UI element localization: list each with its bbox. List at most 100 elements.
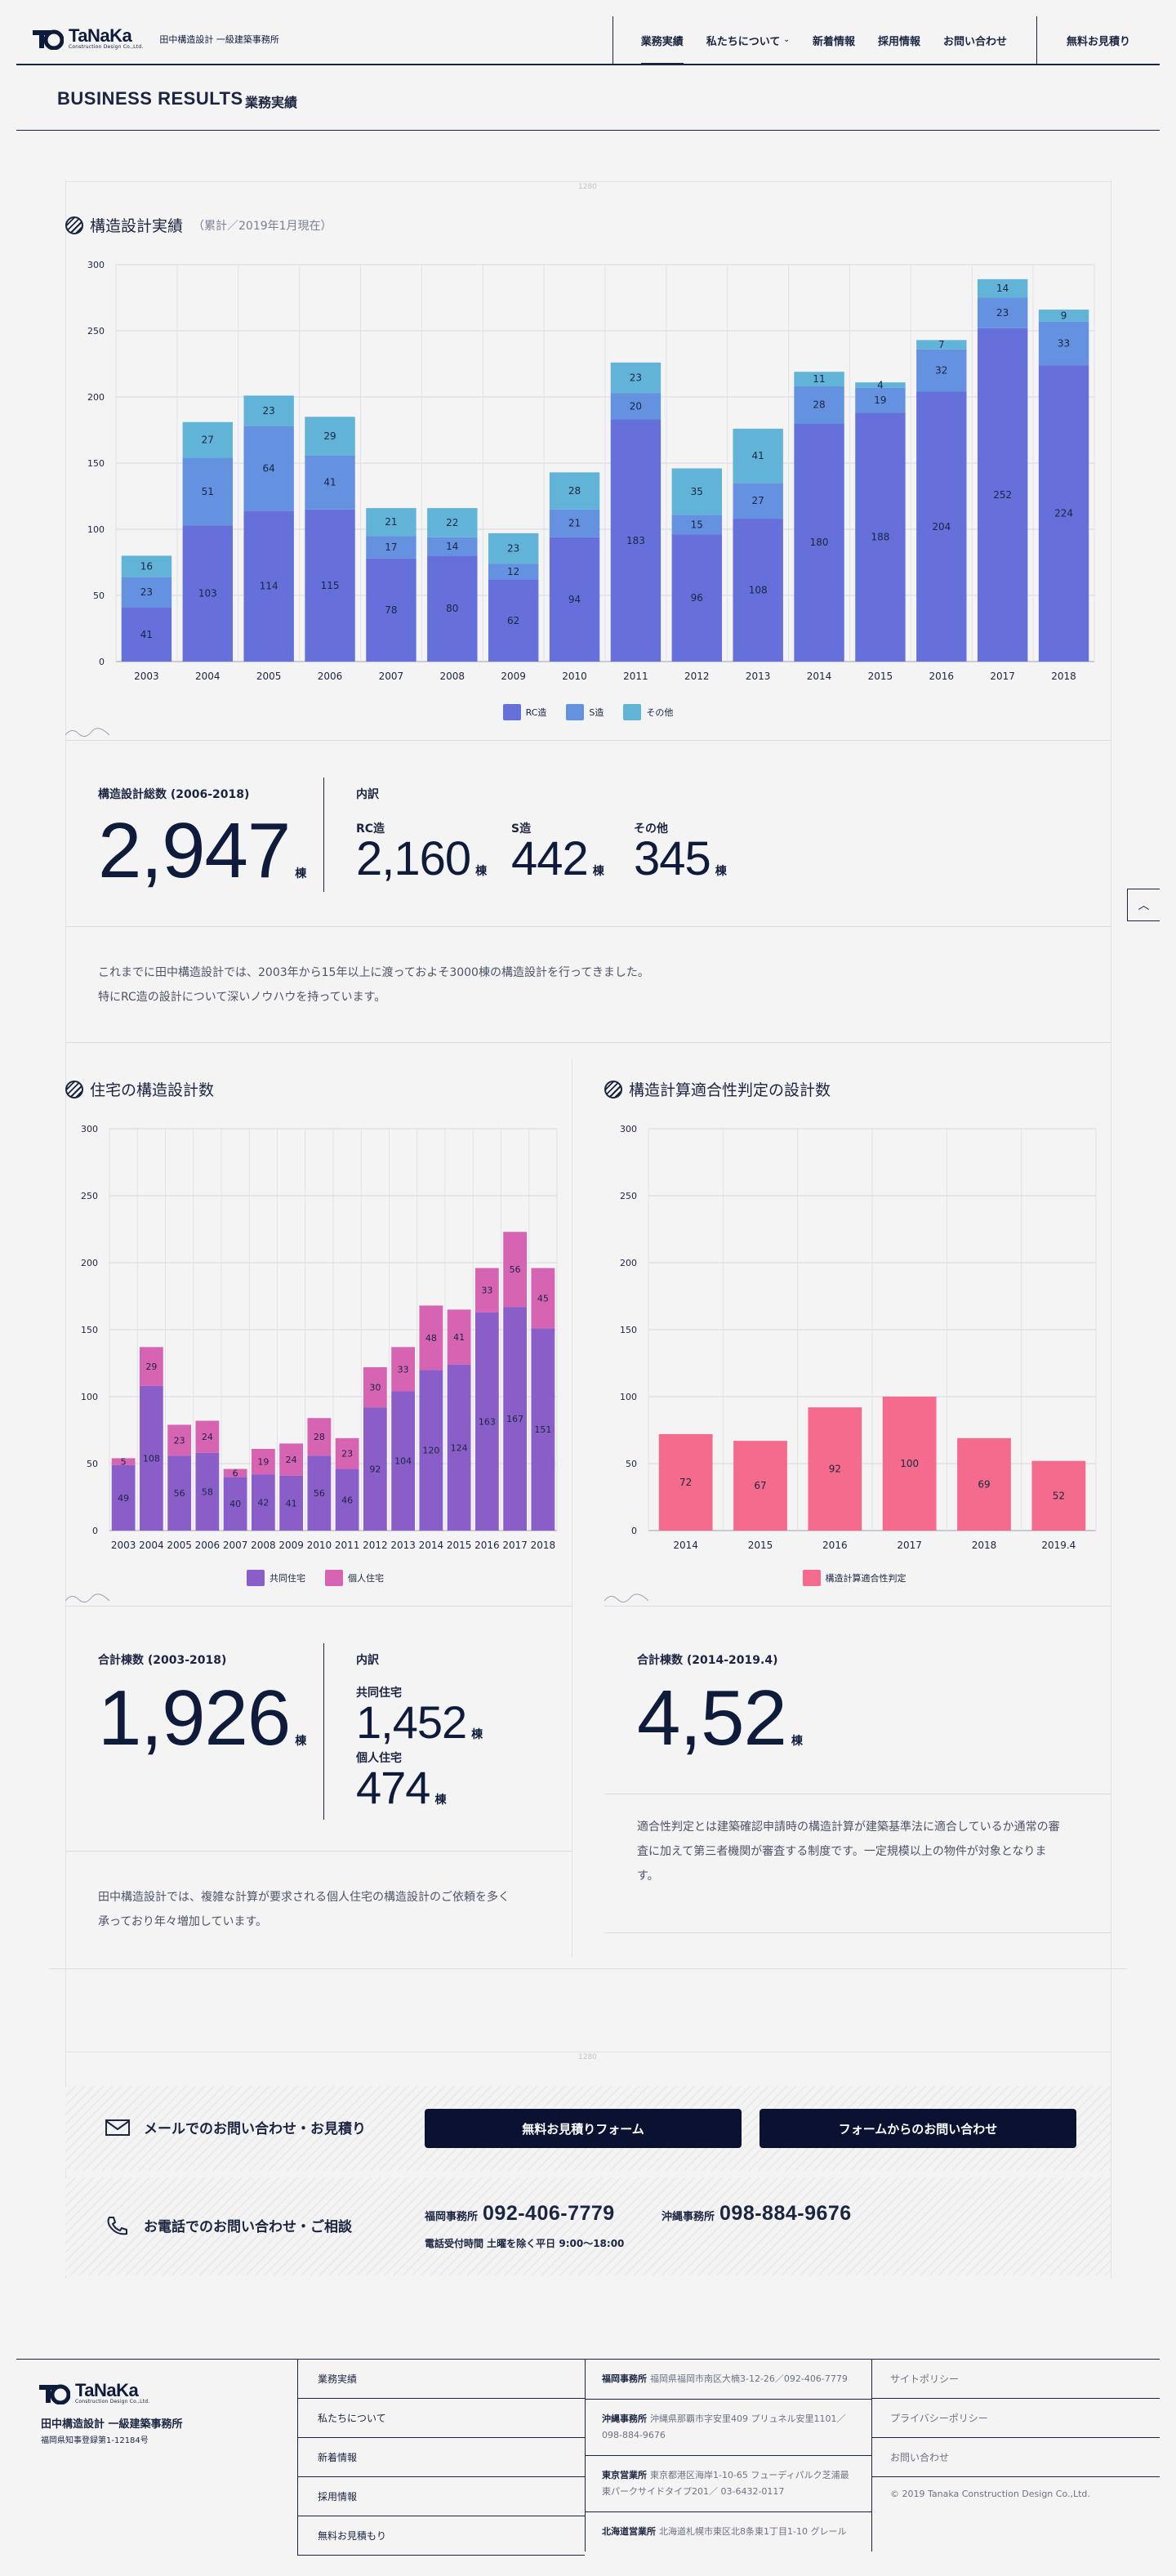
unit-label: 棟 bbox=[295, 1735, 307, 1748]
data-label: 16 bbox=[140, 560, 153, 572]
total-number: 2,947 bbox=[98, 807, 291, 894]
x-tick-label: 2013 bbox=[390, 1540, 416, 1551]
data-label: 9 bbox=[1061, 310, 1067, 321]
bar-2011-0 bbox=[610, 419, 662, 662]
y-tick-label: 100 bbox=[87, 524, 105, 535]
frame-width-label-2: 1280 bbox=[578, 2053, 597, 2061]
legend-item: 共同住宅 bbox=[247, 1570, 305, 1586]
legend-swatch bbox=[247, 1570, 265, 1586]
nav-estimate-button[interactable]: 無料お見積り bbox=[1036, 16, 1160, 64]
bar-2012-1 bbox=[363, 1366, 387, 1408]
nav-item-news[interactable]: 新着情報 bbox=[801, 16, 866, 64]
bar-2012-0 bbox=[671, 534, 723, 662]
data-label: 32 bbox=[935, 365, 947, 377]
data-label: 19 bbox=[257, 1457, 269, 1468]
data-label: 35 bbox=[691, 486, 703, 497]
nav-item-recruit[interactable]: 採用情報 bbox=[866, 16, 932, 64]
data-label: 30 bbox=[369, 1383, 381, 1393]
nav-label: 採用情報 bbox=[877, 35, 920, 48]
bar-2009-1 bbox=[488, 564, 539, 580]
x-tick-label: 2015 bbox=[748, 1540, 773, 1551]
y-tick-label: 50 bbox=[87, 1459, 98, 1469]
data-label: 45 bbox=[537, 1293, 549, 1304]
data-label: 29 bbox=[323, 430, 336, 442]
footer-link-news[interactable]: 新着情報 bbox=[298, 2438, 585, 2477]
bar-2013-1 bbox=[391, 1347, 416, 1392]
nav-item-about[interactable]: 私たちについて ⌄ bbox=[695, 16, 801, 64]
data-label: 94 bbox=[568, 594, 581, 605]
bar-2015-0 bbox=[855, 412, 906, 662]
data-label: 15 bbox=[691, 519, 703, 530]
breakdown-rc-label: RC造 bbox=[356, 822, 385, 836]
footer-link-results[interactable]: 業務実績 bbox=[298, 2360, 585, 2399]
bar-2016-0 bbox=[808, 1407, 862, 1531]
desc-line: 田中構造設計では、複雑な計算が要求される個人住宅の構造設計のご依頼を多く bbox=[98, 1891, 510, 1904]
bar-2019.4-0 bbox=[1031, 1460, 1086, 1531]
bar-2003-0 bbox=[121, 607, 172, 662]
breakdown-private-label: 個人住宅 bbox=[356, 1752, 402, 1765]
data-label: 96 bbox=[691, 592, 703, 604]
data-label: 124 bbox=[451, 1442, 468, 1453]
data-label: 64 bbox=[263, 462, 275, 474]
bar-2016-1 bbox=[916, 349, 967, 392]
data-label: 23 bbox=[630, 372, 642, 384]
x-tick-label: 2015 bbox=[447, 1540, 472, 1551]
desc-line: これまでに田中構造設計では、2003年から15年以上に渡っておよそ3000棟の構… bbox=[98, 966, 649, 979]
legend-label: 共同住宅 bbox=[270, 1573, 305, 1584]
y-tick-label: 150 bbox=[81, 1325, 98, 1335]
footer-links: 業務実績 私たちについて 新着情報 採用情報 無料お見積もり bbox=[297, 2360, 585, 2556]
footer-link-privacy[interactable]: プライバシーポリシー bbox=[872, 2399, 1160, 2438]
chevron-up-icon: ︿ bbox=[1138, 899, 1150, 912]
bar-2008-1 bbox=[427, 537, 478, 556]
footer-logo[interactable]: TaNaKa Construction Design Co.,Ltd. bbox=[39, 2382, 149, 2404]
nav-item-contact[interactable]: お問い合わせ bbox=[932, 16, 1018, 64]
nav-label: 新着情報 bbox=[812, 35, 855, 48]
estimate-form-button[interactable]: 無料お見積りフォーム bbox=[425, 2109, 742, 2148]
unit-label: 棟 bbox=[434, 1794, 447, 1807]
bar-2004-0 bbox=[139, 1385, 163, 1531]
bar-2006-0 bbox=[195, 1452, 220, 1531]
footer-link-site-policy[interactable]: サイトポリシー bbox=[872, 2360, 1160, 2399]
bar-2013-1 bbox=[733, 483, 783, 519]
divider bbox=[65, 740, 1111, 741]
breakdown-number: 474 bbox=[356, 1762, 430, 1813]
bar-2008-2 bbox=[427, 508, 478, 537]
contact-form-button[interactable]: フォームからのお問い合わせ bbox=[760, 2109, 1076, 2148]
footer-link-contact[interactable]: お問い合わせ bbox=[872, 2438, 1160, 2477]
divider bbox=[604, 1932, 1111, 1933]
office-address: 東パークサイドタイプ201／ 03-6432-0117 bbox=[602, 2486, 785, 2497]
data-label: 100 bbox=[900, 1458, 919, 1469]
bar-2017-0 bbox=[977, 328, 1028, 662]
data-label: 24 bbox=[202, 1432, 213, 1442]
x-tick-label: 2014 bbox=[673, 1540, 698, 1551]
data-label: 115 bbox=[321, 580, 340, 591]
desc-line: す。 bbox=[637, 1870, 659, 1883]
nav-item-results[interactable]: 業務実績 bbox=[612, 16, 695, 65]
data-label: 78 bbox=[385, 604, 397, 616]
bar-2017-0 bbox=[882, 1397, 937, 1531]
footer-link-about[interactable]: 私たちについて bbox=[298, 2399, 585, 2438]
phone-okinawa[interactable]: 沖縄事務所 098-884-9676 bbox=[662, 2202, 852, 2226]
phone-fukuoka[interactable]: 福岡事務所 092-406-7779 bbox=[425, 2202, 615, 2226]
bar-2011-0 bbox=[335, 1468, 359, 1531]
divider bbox=[65, 926, 1111, 927]
breakdown-s-value: 442 棟 bbox=[511, 835, 604, 896]
bar-2006-1 bbox=[195, 1420, 220, 1453]
office-address: 沖縄県那覇市字安里409 プリュネル安里1101／ bbox=[650, 2413, 846, 2424]
footer-link-recruit[interactable]: 採用情報 bbox=[298, 2477, 585, 2516]
total-label: 合計棟数 (2014-2019.4) bbox=[637, 1654, 778, 1667]
back-to-top-button[interactable]: ︿ bbox=[1127, 889, 1160, 921]
x-tick-label: 2014 bbox=[419, 1540, 444, 1551]
footer-link-estimate[interactable]: 無料お見積もり bbox=[298, 2516, 585, 2556]
data-label: 17 bbox=[385, 541, 397, 553]
wave-divider-icon bbox=[65, 1593, 109, 1602]
total-number: 4,52 bbox=[637, 1674, 787, 1762]
data-label: 114 bbox=[260, 581, 278, 592]
bar-2004-2 bbox=[182, 421, 234, 458]
total-label: 合計棟数 (2003-2018) bbox=[98, 1654, 227, 1667]
x-tick-label: 2005 bbox=[256, 671, 282, 682]
section-note: （累計／2019年1月現在） bbox=[193, 219, 332, 233]
logo-subtext: Construction Design Co.,Ltd. bbox=[75, 2399, 150, 2404]
x-tick-label: 2015 bbox=[868, 671, 893, 682]
site-logo[interactable]: TaNaKa Construction Design Co.,Ltd. 田中構造… bbox=[33, 27, 279, 50]
